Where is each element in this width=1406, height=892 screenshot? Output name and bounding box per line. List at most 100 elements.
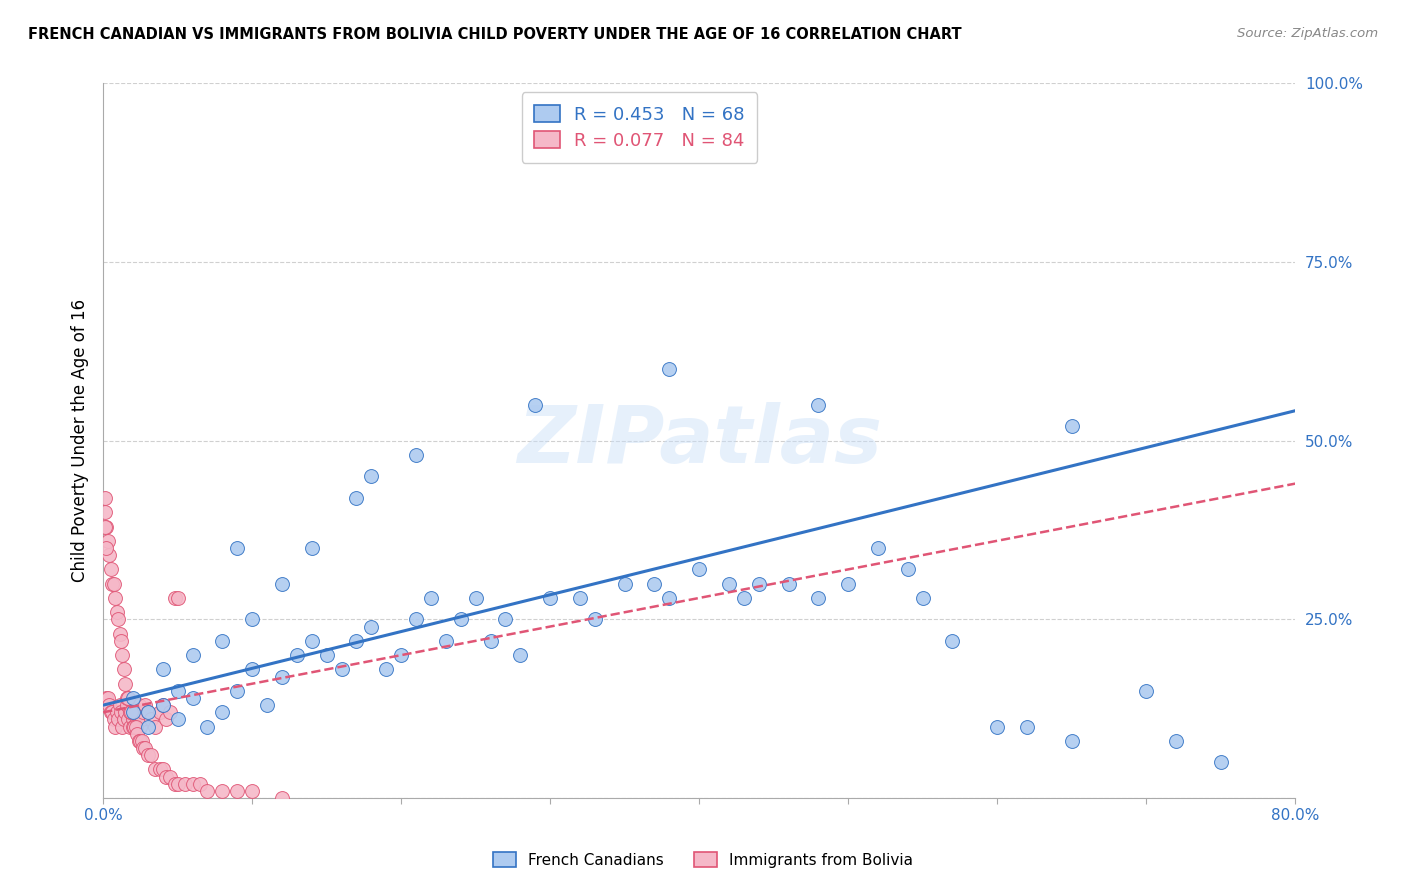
Point: [733, 591, 755, 605]
Point: [107, 713, 129, 727]
Point: [98, 548, 121, 562]
Point: [211, 706, 233, 720]
Point: [389, 648, 412, 662]
Legend: R = 0.453   N = 68, R = 0.077   N = 84: R = 0.453 N = 68, R = 0.077 N = 84: [522, 93, 758, 162]
Point: [897, 562, 920, 576]
Point: [807, 398, 830, 412]
Point: [124, 720, 146, 734]
Point: [112, 713, 135, 727]
Point: [117, 713, 139, 727]
Point: [152, 763, 174, 777]
Point: [100, 562, 122, 576]
Point: [105, 605, 128, 619]
Point: [166, 684, 188, 698]
Point: [114, 677, 136, 691]
Point: [94, 691, 117, 706]
Point: [166, 591, 188, 605]
Point: [132, 706, 155, 720]
Point: [120, 706, 142, 720]
Point: [139, 713, 162, 727]
Point: [1015, 720, 1038, 734]
Point: [375, 662, 398, 676]
Point: [136, 748, 159, 763]
Point: [509, 648, 531, 662]
Point: [524, 398, 547, 412]
Point: [1060, 419, 1083, 434]
Point: [360, 619, 382, 633]
Point: [240, 784, 263, 798]
Point: [315, 648, 337, 662]
Point: [132, 741, 155, 756]
Point: [658, 591, 681, 605]
Point: [122, 706, 145, 720]
Point: [101, 706, 124, 720]
Point: [360, 469, 382, 483]
Point: [1209, 756, 1232, 770]
Point: [94, 519, 117, 533]
Point: [110, 706, 132, 720]
Point: [117, 691, 139, 706]
Point: [568, 134, 591, 148]
Point: [807, 591, 830, 605]
Point: [139, 748, 162, 763]
Point: [450, 612, 472, 626]
Point: [122, 713, 145, 727]
Point: [658, 362, 681, 376]
Point: [105, 706, 128, 720]
Point: [240, 612, 263, 626]
Point: [112, 662, 135, 676]
Point: [405, 448, 427, 462]
Point: [97, 533, 120, 548]
Point: [114, 706, 136, 720]
Legend: French Canadians, Immigrants from Bolivia: French Canadians, Immigrants from Bolivi…: [485, 845, 921, 875]
Point: [118, 706, 141, 720]
Point: [330, 662, 353, 676]
Point: [568, 591, 591, 605]
Point: [136, 720, 159, 734]
Point: [111, 648, 134, 662]
Point: [155, 713, 177, 727]
Point: [494, 612, 516, 626]
Point: [136, 706, 159, 720]
Point: [419, 591, 441, 605]
Point: [226, 541, 249, 555]
Point: [94, 541, 117, 555]
Point: [103, 576, 125, 591]
Point: [129, 734, 152, 748]
Text: ZIPatlas: ZIPatlas: [516, 401, 882, 480]
Point: [152, 662, 174, 676]
Point: [101, 576, 124, 591]
Point: [174, 777, 197, 791]
Point: [115, 698, 138, 713]
Point: [688, 562, 710, 576]
Point: [163, 591, 186, 605]
Point: [104, 591, 127, 605]
Point: [256, 698, 278, 713]
Point: [131, 734, 153, 748]
Point: [226, 784, 249, 798]
Point: [100, 706, 122, 720]
Text: Source: ZipAtlas.com: Source: ZipAtlas.com: [1237, 27, 1378, 40]
Point: [143, 763, 166, 777]
Point: [1135, 684, 1157, 698]
Point: [93, 519, 115, 533]
Point: [197, 784, 219, 798]
Point: [181, 777, 204, 791]
Point: [120, 706, 142, 720]
Point: [911, 591, 934, 605]
Point: [149, 706, 172, 720]
Point: [108, 698, 131, 713]
Point: [129, 720, 152, 734]
Point: [110, 633, 132, 648]
Point: [93, 491, 115, 505]
Point: [538, 591, 561, 605]
Point: [271, 576, 294, 591]
Point: [163, 777, 186, 791]
Point: [115, 691, 138, 706]
Point: [111, 720, 134, 734]
Point: [301, 541, 323, 555]
Point: [226, 684, 249, 698]
Point: [125, 706, 148, 720]
Point: [197, 720, 219, 734]
Point: [479, 633, 502, 648]
